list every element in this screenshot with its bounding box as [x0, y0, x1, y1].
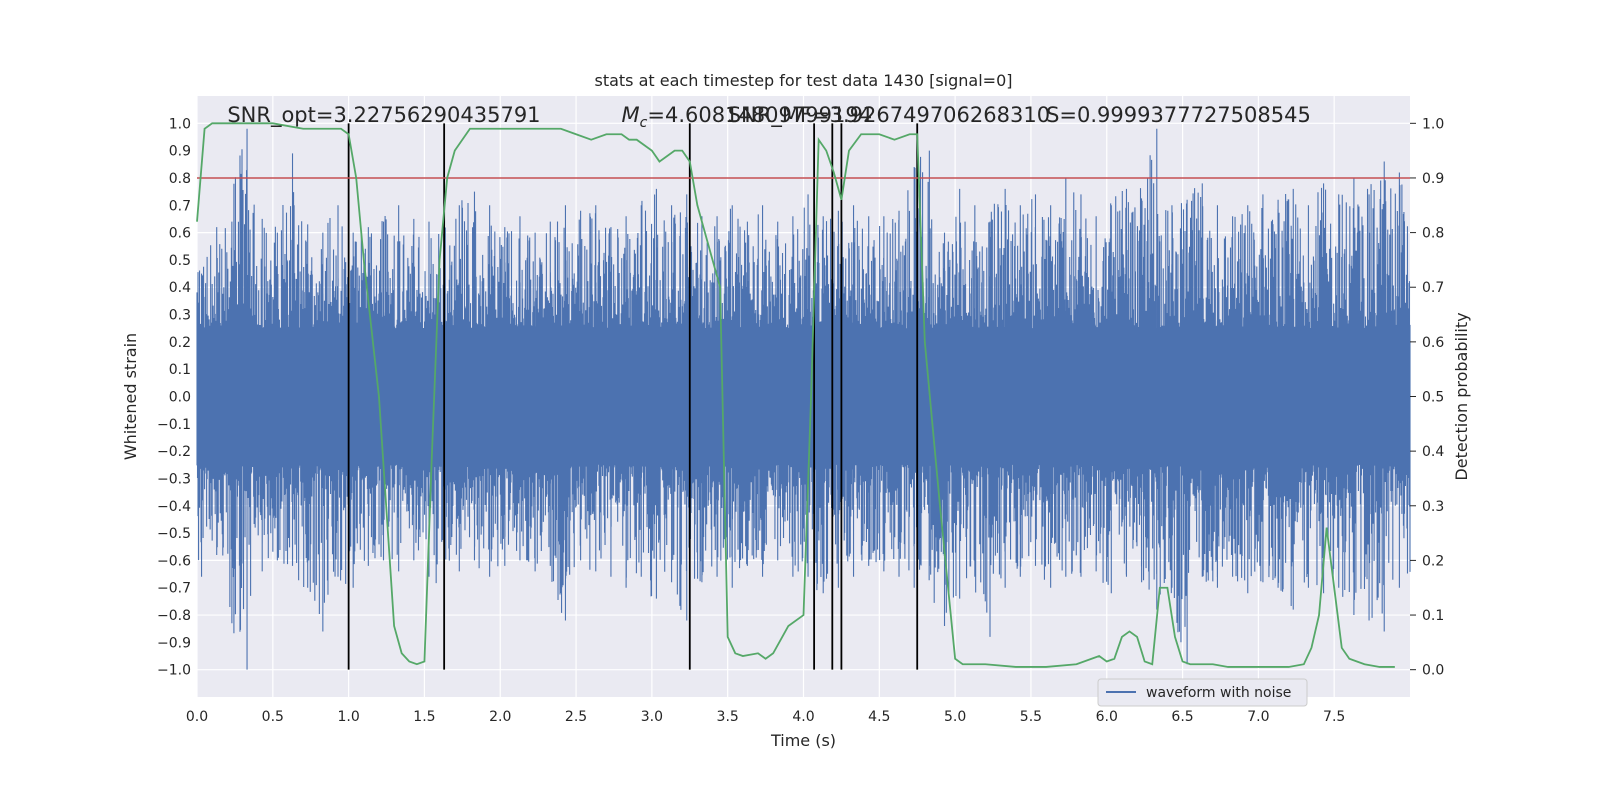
x-tick-label: 5.5 [1020, 709, 1042, 725]
y-tick-label: 0.0 [169, 390, 191, 406]
y-tick-label: −0.8 [157, 608, 191, 624]
y-tick-label: 1.0 [169, 116, 191, 132]
x-tick-label: 4.0 [792, 709, 814, 725]
probability-line [196, 122, 1395, 668]
y-axis-label: Whitened strain [121, 333, 140, 460]
y-tick-label: 0.1 [169, 362, 191, 378]
detection-probability-series [196, 122, 1395, 668]
y-tick-label: −0.3 [157, 471, 191, 487]
x-axis-label: Time (s) [770, 731, 836, 750]
y-axis-ticks: −1.0 −0.9 −0.8 −0.7 −0.6 −0.5 −0.4 −0.3 −0.2 −0.1… [157, 116, 191, 678]
x-tick-label: 5.0 [944, 709, 966, 725]
y-tick-label: 0.4 [169, 280, 191, 296]
y2-tick-label: 1.0 [1422, 116, 1444, 132]
annotation: SNR_opt=3.22756290435791 [227, 103, 540, 128]
y2-tick-label: 0.5 [1422, 390, 1444, 406]
y-tick-label: −0.1 [157, 417, 191, 433]
y-tick-label: −0.7 [157, 581, 191, 597]
y-tick-label: 0.8 [169, 171, 191, 187]
waveform-series [196, 128, 1411, 670]
x-axis-ticks: 0.0 0.5 1.0 1.5 2.0 2.5 3.0 3.5 4.0 4.5 5.0 5.5 6.0 6… [186, 709, 1345, 725]
legend-box [1097, 678, 1308, 707]
x-tick-label: 7.5 [1323, 709, 1345, 725]
y-tick-label: −0.9 [157, 635, 191, 651]
x-tick-label: 1.5 [413, 709, 435, 725]
y-tick-label: −1.0 [157, 663, 191, 679]
y2-tick-label: 0.7 [1422, 280, 1444, 296]
x-tick-label: 3.0 [641, 709, 663, 725]
y2-tick-label: 0.0 [1422, 663, 1444, 679]
y-tick-label: 0.5 [169, 253, 191, 269]
x-tick-label: 4.5 [868, 709, 890, 725]
y2-tick-label: 0.6 [1422, 335, 1444, 351]
annotation: SNR_MF=3.926749706268310 [728, 103, 1050, 128]
x-tick-label: 0.5 [262, 709, 284, 725]
legend: waveform with noise [1097, 678, 1308, 707]
annotations: SNR_opt=3.22756290435791 Mc=4.60814809799… [227, 103, 1311, 131]
y2-tick-label: 0.4 [1422, 444, 1444, 460]
waveform-trace [196, 128, 1411, 670]
y-tick-label: 0.7 [169, 198, 191, 214]
annotation: S=0.9999377727508545 [1046, 103, 1311, 127]
y-tick-label: −0.2 [157, 444, 191, 460]
y2-tick-label: 0.9 [1422, 171, 1444, 187]
y-tick-label: −0.6 [157, 553, 191, 569]
x-tick-label: 6.5 [1171, 709, 1193, 725]
y2-tick-label: 0.1 [1422, 608, 1444, 624]
y2-tick-label: 0.2 [1422, 553, 1444, 569]
y-tick-label: −0.4 [157, 499, 191, 515]
y-tick-label: 0.9 [169, 144, 191, 160]
x-tick-label: 1.0 [337, 709, 359, 725]
y-tick-label: 0.3 [169, 308, 191, 324]
x-tick-label: 3.5 [717, 709, 739, 725]
y2-axis-ticks: 0.0 0.1 0.2 0.3 0.4 0.5 0.6 0.7 0.8 0.9 1.0 [1410, 116, 1444, 679]
x-tick-label: 7.0 [1247, 709, 1269, 725]
y2-axis-label: Detection probability [1452, 312, 1471, 480]
y-tick-label: 0.6 [169, 226, 191, 242]
x-tick-label: 0.0 [186, 709, 208, 725]
x-tick-label: 6.0 [1096, 709, 1118, 725]
x-tick-label: 2.5 [565, 709, 587, 725]
annotation: Mc=4.60814809799194 [622, 103, 873, 131]
x-tick-label: 2.0 [489, 709, 511, 725]
y2-tick-label: 0.3 [1422, 499, 1444, 515]
y-tick-label: −0.5 [157, 526, 191, 542]
legend-entry: waveform with noise [1146, 685, 1291, 701]
y2-tick-label: 0.8 [1422, 226, 1444, 242]
chart-title: stats at each timestep for test data 143… [594, 71, 1012, 90]
y-tick-label: 0.2 [169, 335, 191, 351]
